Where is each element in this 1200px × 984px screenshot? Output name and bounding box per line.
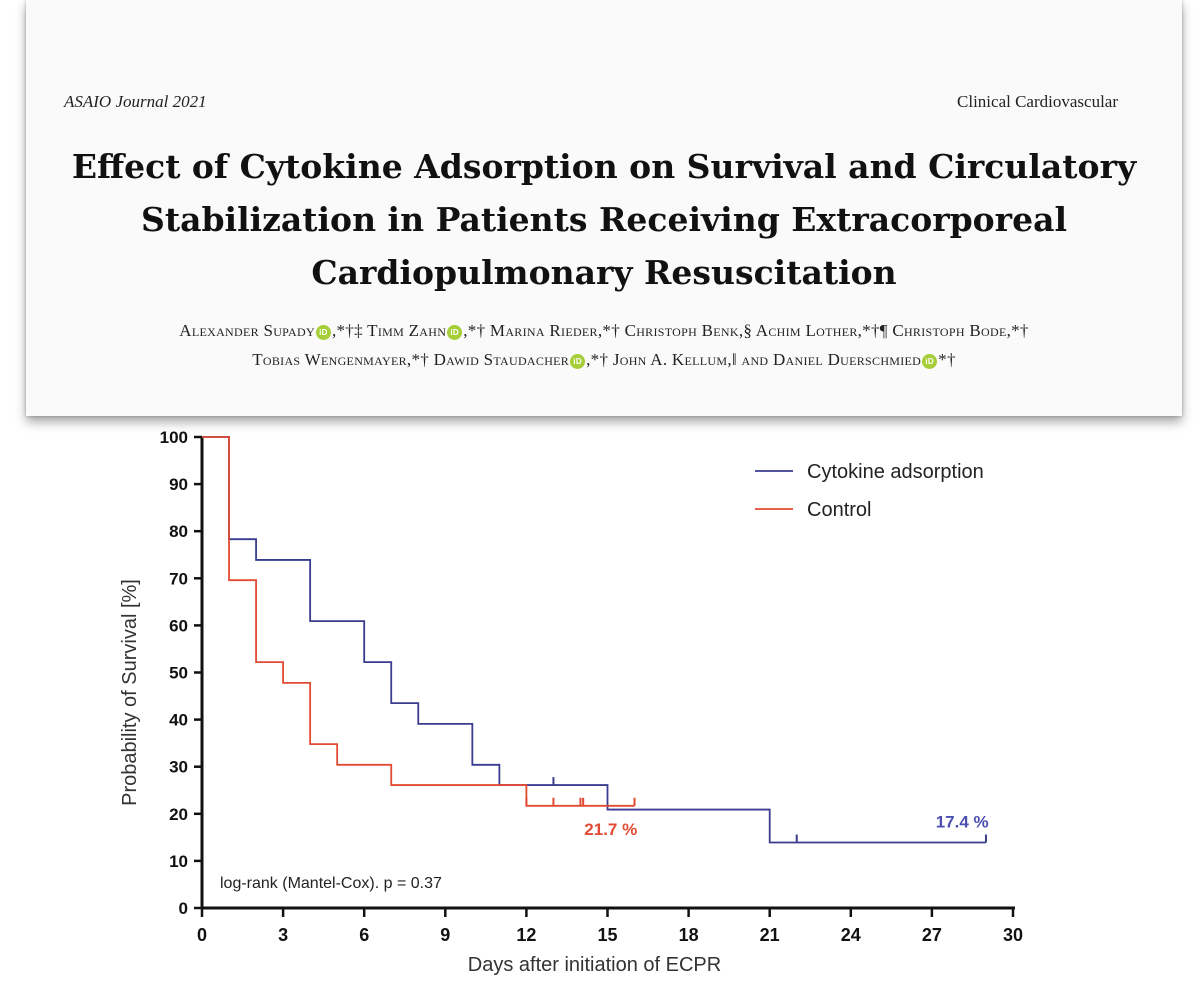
author-affiliation: ,*†¶ — [857, 321, 893, 340]
y-tick-label: 0 — [179, 899, 188, 918]
author-affiliation: ,‖ and — [727, 350, 773, 369]
x-tick-label: 12 — [516, 925, 536, 945]
author-line: Tobias Wengenmayer,*† Dawid Staudacher iD… — [26, 345, 1182, 374]
author-affiliation: ,§ — [738, 321, 756, 340]
x-tick-label: 30 — [1003, 925, 1023, 945]
series-end-label: 21.7 % — [584, 820, 637, 839]
author-name: Dawid Staudacher — [433, 350, 570, 369]
title-line: Cardiopulmonary Resuscitation — [311, 253, 897, 292]
author-name: Daniel Duerschmied — [772, 350, 922, 369]
y-axis-label: Probability of Survival [%] — [119, 579, 141, 806]
y-tick-label: 90 — [169, 475, 188, 494]
x-axis-label: Days after initiation of ECPR — [468, 954, 721, 976]
y-tick-label: 10 — [169, 852, 188, 871]
author-affiliation: ,*† — [586, 350, 613, 369]
author-name: Christoph Bode — [892, 321, 1007, 340]
title-line: Effect of Cytokine Adsorption on Surviva… — [71, 147, 1137, 186]
author-name: Christoph Benk — [624, 321, 739, 340]
x-tick-label: 9 — [440, 925, 450, 945]
legend-label: Cytokine adsorption — [807, 461, 984, 483]
author-affiliation: ,*† — [463, 321, 490, 340]
x-tick-label: 21 — [760, 925, 780, 945]
author-name: Tobias Wengenmayer — [252, 350, 407, 369]
article-title: Effect of Cytokine Adsorption on Surviva… — [26, 140, 1182, 299]
journal-name: ASAIO Journal 2021 — [64, 92, 207, 111]
y-tick-label: 40 — [169, 711, 188, 730]
author-list: Alexander Supady iD ,*†‡ Timm Zahn iD ,*† Ma… — [26, 316, 1182, 374]
author-affiliation: *† — [938, 350, 956, 369]
article-header: ASAIO Journal 2021 Clinical Cardiovascul… — [26, 0, 1182, 416]
series-line-control — [202, 436, 635, 807]
y-tick-label: 30 — [169, 758, 188, 777]
y-tick-label: 50 — [169, 664, 188, 683]
x-tick-label: 15 — [597, 925, 617, 945]
author-affiliation: ,*†‡ — [331, 321, 368, 340]
orcid-icon[interactable]: iD — [922, 354, 938, 369]
author-name: John A. Kellum — [612, 350, 728, 369]
section-label: Clinical Cardiovascular — [957, 92, 1118, 111]
chart-annotation: log-rank (Mantel-Cox). p = 0.37 — [220, 875, 442, 892]
x-tick-label: 24 — [841, 925, 861, 945]
x-tick-label: 18 — [679, 925, 699, 945]
y-tick-label: 100 — [160, 428, 188, 447]
y-tick-label: 80 — [169, 522, 188, 541]
author-name: Achim Lother — [755, 321, 858, 340]
y-tick-label: 70 — [169, 569, 188, 588]
author-affiliation: ,*† — [597, 321, 625, 340]
survival-chart: 0 10 20 30 40 50 60 70 80 90 100 0 3 6 9 12 15 18 21 24 27 30… — [119, 428, 1023, 976]
series-line-cytokine — [202, 436, 986, 844]
orcid-icon[interactable]: iD — [570, 354, 586, 369]
orcid-icon[interactable]: iD — [447, 325, 463, 340]
author-name: Marina Rieder — [489, 321, 598, 340]
author-affiliation: ,*† — [406, 350, 434, 369]
y-tick-label: 20 — [169, 805, 188, 824]
author-name: Alexander Supady — [179, 321, 315, 340]
title-line: Stabilization in Patients Receiving Extr… — [141, 200, 1067, 239]
y-tick-label: 60 — [169, 616, 188, 635]
author-affiliation: ,*† — [1006, 321, 1029, 340]
orcid-icon[interactable]: iD — [315, 325, 331, 340]
x-tick-label: 0 — [197, 925, 207, 945]
x-tick-label: 3 — [278, 925, 288, 945]
author-name: Timm Zahn — [367, 321, 447, 340]
series-end-label: 17.4 % — [936, 813, 989, 832]
author-line: Alexander Supady iD ,*†‡ Timm Zahn iD ,*† Ma… — [26, 316, 1182, 345]
x-tick-label: 6 — [359, 925, 369, 945]
legend-label: Control — [807, 499, 871, 521]
x-tick-label: 27 — [922, 925, 942, 945]
